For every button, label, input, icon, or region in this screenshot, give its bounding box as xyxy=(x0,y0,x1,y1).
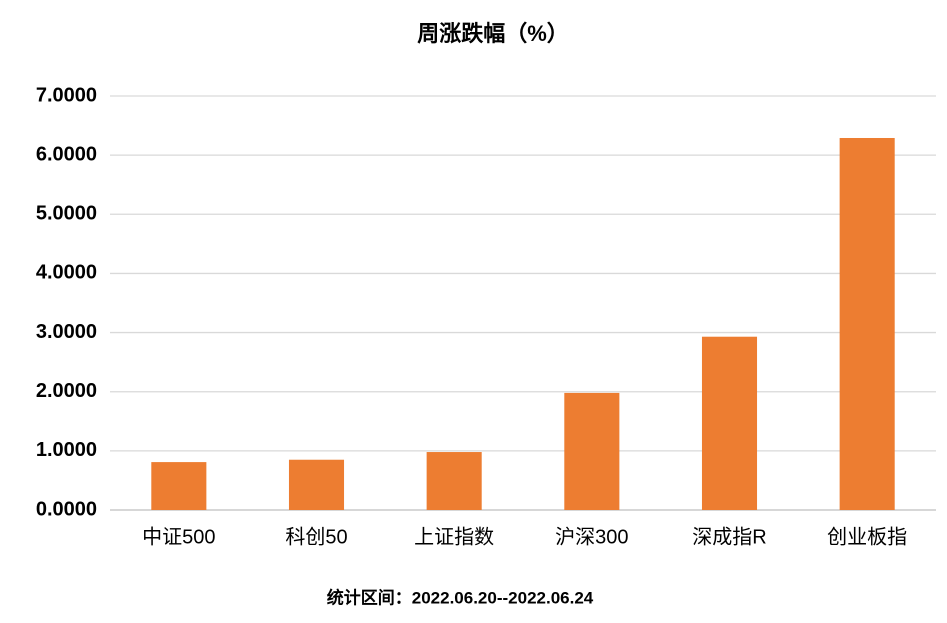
x-tick-label: 沪深300 xyxy=(555,525,628,548)
y-tick-label: 0.0000 xyxy=(36,498,97,520)
y-tick-label: 4.0000 xyxy=(36,262,97,284)
bar xyxy=(701,336,758,510)
y-tick-label: 1.0000 xyxy=(36,439,97,461)
x-tick-label: 创业板指 xyxy=(827,525,907,548)
y-tick-label: 6.0000 xyxy=(36,143,97,165)
bar xyxy=(839,137,895,510)
bar xyxy=(564,392,620,510)
x-tick-label: 上证指数 xyxy=(414,525,494,548)
bar xyxy=(288,459,345,510)
y-tick-label: 5.0000 xyxy=(36,203,97,225)
y-tick-label: 7.0000 xyxy=(36,84,97,106)
x-tick-label: 中证500 xyxy=(142,525,215,548)
chart-title: 周涨跌幅（%） xyxy=(417,21,569,46)
bar xyxy=(426,452,482,510)
y-tick-label: 3.0000 xyxy=(36,321,97,343)
y-tick-label: 2.0000 xyxy=(36,380,97,402)
chart-note: 统计区间：2022.06.20--2022.06.24 xyxy=(327,587,594,607)
x-tick-label: 科创50 xyxy=(285,525,347,548)
bar xyxy=(151,462,207,510)
x-tick-label: 深成指R xyxy=(692,525,766,548)
